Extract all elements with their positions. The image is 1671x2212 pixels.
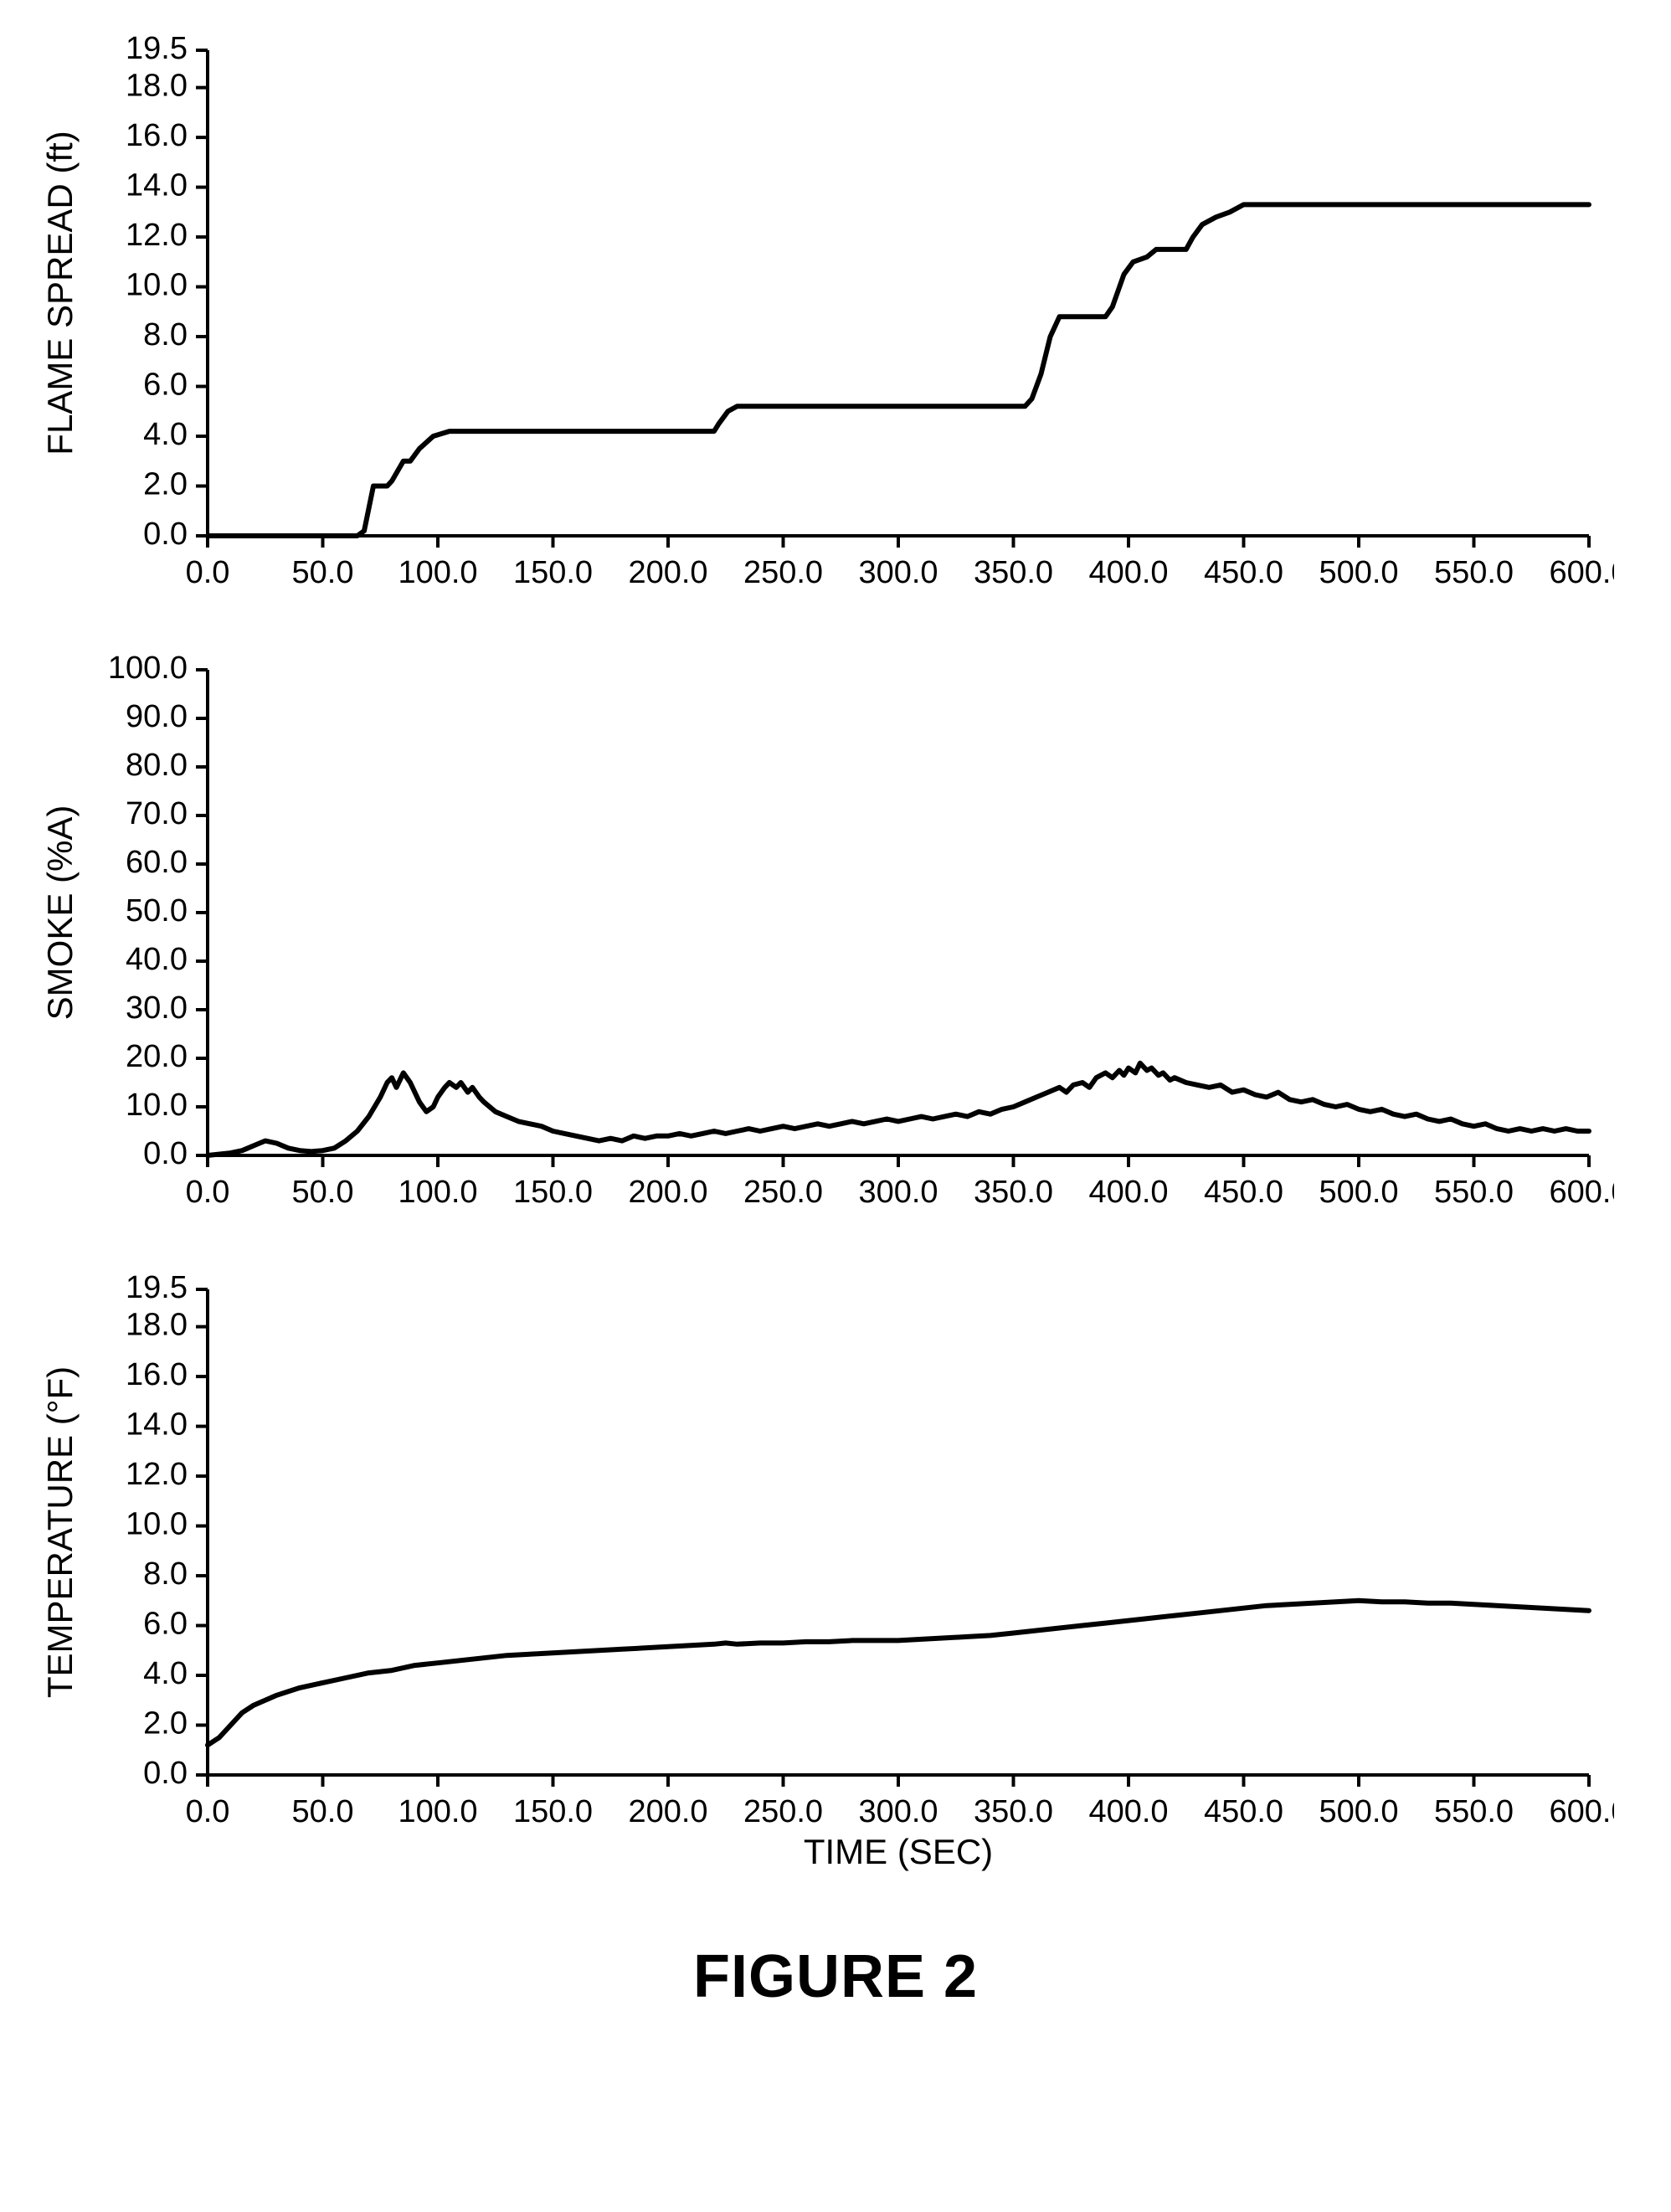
ytick-label: 8.0 bbox=[143, 1556, 188, 1592]
xtick-label: 200.0 bbox=[628, 555, 707, 590]
ytick-label: 0.0 bbox=[143, 1136, 188, 1171]
chart-temp: 0.0 2.0 4.0 6.0 8.0 10.0 12.0 14.0 16.0 18.019.5 0… bbox=[40, 1273, 1614, 1892]
xtick-label: 300.0 bbox=[858, 1175, 938, 1210]
chart-panel-flame: 0.0 2.0 4.0 6.0 8.0 10.0 12.0 14.0 16.0 18.019.5 0… bbox=[40, 33, 1631, 603]
xtick-label: 500.0 bbox=[1319, 1175, 1398, 1210]
xtick-label: 250.0 bbox=[743, 1175, 823, 1210]
xtick-label: 100.0 bbox=[398, 555, 477, 590]
figure-title: FIGURE 2 bbox=[40, 1942, 1631, 2011]
ytick-label: 20.0 bbox=[126, 1039, 188, 1074]
ytick-label: 0.0 bbox=[143, 1756, 188, 1791]
ytick-label: 2.0 bbox=[143, 467, 188, 502]
figure-container: 0.02.04.06.08.010.012.014.016.018.019.50… bbox=[40, 33, 1631, 2011]
ytick-label: 10.0 bbox=[126, 1088, 188, 1123]
xtick-label: 0.0 bbox=[186, 1175, 230, 1210]
xtick-label: 550.0 bbox=[1434, 1794, 1514, 1829]
xtick-label: 0.0 bbox=[186, 555, 230, 590]
y-axis-label: FLAME SPREAD (ft) bbox=[40, 131, 80, 455]
xtick-label: 0.0 bbox=[186, 1794, 230, 1829]
axis-frame bbox=[208, 50, 1589, 536]
xtick-label: 350.0 bbox=[974, 1175, 1053, 1210]
ytick-label: 4.0 bbox=[143, 417, 188, 452]
ytick-label: 19.5 bbox=[126, 33, 188, 66]
xtick-label: 100.0 bbox=[398, 1794, 477, 1829]
ytick-label: 14.0 bbox=[126, 168, 188, 203]
data-line-temp bbox=[208, 1601, 1589, 1746]
xtick-label: 600.0 bbox=[1549, 555, 1614, 590]
ytick-label: 4.0 bbox=[143, 1656, 188, 1691]
ytick-label: 8.0 bbox=[143, 317, 188, 352]
xtick-label: 150.0 bbox=[513, 1794, 593, 1829]
ytick-label: 2.0 bbox=[143, 1706, 188, 1741]
axis-frame bbox=[208, 670, 1589, 1155]
x-axis-label: TIME (SEC) bbox=[804, 1832, 993, 1871]
xtick-label: 200.0 bbox=[628, 1175, 707, 1210]
ytick-label: 16.0 bbox=[126, 1357, 188, 1392]
xtick-label: 250.0 bbox=[743, 1794, 823, 1829]
y-axis-label: TEMPERATURE (°F) bbox=[40, 1366, 80, 1698]
chart-panel-temp: 0.0 2.0 4.0 6.0 8.0 10.0 12.0 14.0 16.0 18.019.5 0… bbox=[40, 1273, 1631, 1892]
ytick-label: 30.0 bbox=[126, 990, 188, 1026]
ytick-label: 16.0 bbox=[126, 118, 188, 153]
xtick-label: 350.0 bbox=[974, 555, 1053, 590]
ytick-label: 60.0 bbox=[126, 845, 188, 880]
ytick-label: 10.0 bbox=[126, 1507, 188, 1542]
ytick-label: 70.0 bbox=[126, 796, 188, 831]
xtick-label: 150.0 bbox=[513, 555, 593, 590]
ytick-label: 12.0 bbox=[126, 218, 188, 253]
xtick-label: 50.0 bbox=[292, 1175, 354, 1210]
xtick-label: 600.0 bbox=[1549, 1794, 1614, 1829]
xtick-label: 150.0 bbox=[513, 1175, 593, 1210]
ytick-label: 18.0 bbox=[126, 69, 188, 104]
xtick-label: 450.0 bbox=[1204, 1794, 1283, 1829]
chart-flame: 0.0 2.0 4.0 6.0 8.0 10.0 12.0 14.0 16.0 18.019.5 0… bbox=[40, 33, 1614, 603]
ytick-label: 90.0 bbox=[126, 699, 188, 734]
ytick-label: 50.0 bbox=[126, 893, 188, 929]
ytick-label: 6.0 bbox=[143, 368, 188, 403]
xtick-label: 50.0 bbox=[292, 1794, 354, 1829]
xtick-label: 250.0 bbox=[743, 555, 823, 590]
ytick-label: 80.0 bbox=[126, 748, 188, 783]
xtick-label: 450.0 bbox=[1204, 1175, 1283, 1210]
xtick-label: 50.0 bbox=[292, 555, 354, 590]
chart-smoke: 0.0 10.0 20.0 30.0 40.0 50.0 60.0 70.0 80.0 90.0 1… bbox=[40, 653, 1614, 1222]
xtick-label: 200.0 bbox=[628, 1794, 707, 1829]
xtick-label: 450.0 bbox=[1204, 555, 1283, 590]
xtick-label: 550.0 bbox=[1434, 555, 1514, 590]
ytick-label: 40.0 bbox=[126, 942, 188, 977]
ytick-label: 12.0 bbox=[126, 1457, 188, 1492]
ytick-label: 0.0 bbox=[143, 517, 188, 552]
ytick-label: 100.0 bbox=[108, 653, 188, 686]
y-axis-label: SMOKE (%A) bbox=[40, 805, 80, 1021]
xtick-label: 500.0 bbox=[1319, 555, 1398, 590]
ytick-label: 10.0 bbox=[126, 268, 188, 303]
axis-frame bbox=[208, 1289, 1589, 1775]
xtick-label: 300.0 bbox=[858, 555, 938, 590]
xtick-label: 300.0 bbox=[858, 1794, 938, 1829]
ytick-label: 6.0 bbox=[143, 1607, 188, 1642]
chart-panel-smoke: 0.0 10.0 20.0 30.0 40.0 50.0 60.0 70.0 80.0 90.0 1… bbox=[40, 653, 1631, 1222]
data-line-smoke bbox=[208, 1063, 1589, 1155]
xtick-label: 350.0 bbox=[974, 1794, 1053, 1829]
ytick-label: 18.0 bbox=[126, 1308, 188, 1343]
xtick-label: 400.0 bbox=[1088, 1794, 1168, 1829]
xtick-label: 400.0 bbox=[1088, 1175, 1168, 1210]
xtick-label: 600.0 bbox=[1549, 1175, 1614, 1210]
xtick-label: 500.0 bbox=[1319, 1794, 1398, 1829]
ytick-label: 14.0 bbox=[126, 1407, 188, 1443]
xtick-label: 400.0 bbox=[1088, 555, 1168, 590]
data-line-flame bbox=[208, 204, 1589, 536]
xtick-label: 100.0 bbox=[398, 1175, 477, 1210]
charts-host: 0.02.04.06.08.010.012.014.016.018.019.50… bbox=[40, 33, 1631, 1892]
ytick-label: 19.5 bbox=[126, 1273, 188, 1305]
xtick-label: 550.0 bbox=[1434, 1175, 1514, 1210]
